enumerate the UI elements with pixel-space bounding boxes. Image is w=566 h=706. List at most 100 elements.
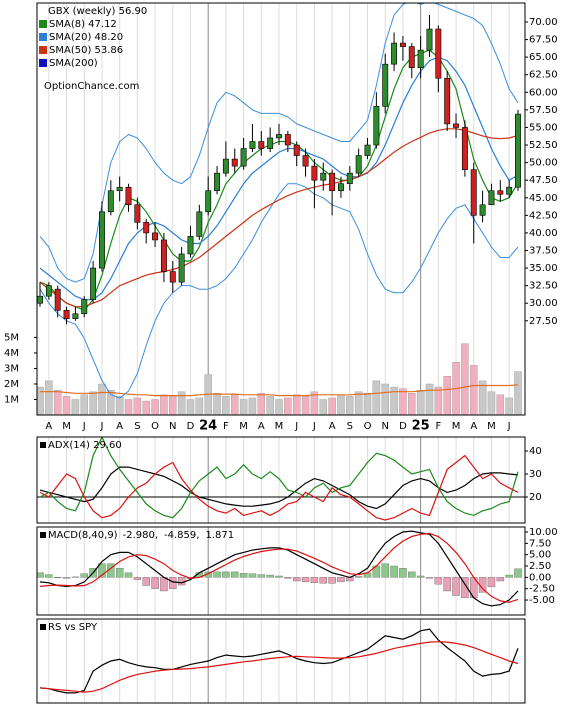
candle-body: [90, 267, 97, 300]
histogram-bar: [115, 568, 124, 578]
histogram-bar: [80, 573, 89, 578]
candle-body: [134, 204, 141, 223]
x-tick-label: M: [452, 421, 461, 432]
histogram-bar: [222, 571, 230, 578]
histogram-bar: [45, 574, 53, 578]
candle-body: [249, 141, 256, 149]
y-tick-label: 30: [529, 469, 542, 480]
volume-tick-label: 4M: [4, 348, 19, 359]
volume-bar: [133, 397, 142, 415]
candle-body: [479, 204, 486, 216]
candle-body: [399, 42, 406, 47]
histogram-bar: [328, 577, 336, 584]
histogram-bar: [301, 577, 310, 583]
x-tick-label: A: [116, 421, 123, 432]
candle-body: [408, 46, 415, 68]
y-tick-label: 0.00: [529, 572, 551, 583]
volume-bar: [186, 399, 195, 415]
indicator-line: [39, 532, 519, 603]
volume-bar: [160, 394, 168, 415]
volume-bar: [381, 383, 389, 415]
histogram-bar: [284, 577, 292, 579]
candle-body: [54, 288, 61, 311]
volume-bar: [443, 376, 451, 415]
y-tick-label: 70.00: [529, 17, 558, 28]
histogram-bar: [151, 577, 159, 589]
legend-label: -2.980,: [123, 530, 158, 541]
histogram-bar: [169, 577, 177, 589]
legend-label: SMA(200): [49, 58, 98, 69]
legend-swatch: [39, 59, 47, 67]
candle-body: [382, 63, 389, 107]
macd-panel: [37, 527, 522, 615]
histogram-bar: [266, 574, 274, 578]
panel-title: RS vs SPY: [48, 622, 98, 633]
candle-body: [160, 239, 167, 272]
candle-body: [293, 144, 300, 156]
candle-body: [107, 190, 114, 213]
volume-bar: [319, 399, 327, 415]
histogram-bar: [416, 575, 425, 578]
candle-body: [222, 158, 229, 174]
candle-body: [169, 271, 176, 283]
volume-bar: [151, 399, 159, 415]
adx-panel: [37, 437, 525, 523]
x-tick-label: A: [470, 421, 477, 432]
volume-bar: [416, 389, 425, 415]
candle-body: [355, 155, 362, 174]
histogram-bar: [399, 568, 407, 578]
y-tick-label: 40.00: [529, 228, 558, 239]
legend-swatch: [39, 20, 47, 28]
x-tick-label: J: [99, 421, 103, 432]
candle-body: [276, 134, 282, 139]
macd-frame: [36, 526, 526, 616]
volume-bar: [496, 394, 505, 415]
x-tick-label: O: [151, 421, 159, 432]
volume-tick-label: 5M: [4, 332, 19, 343]
volume-bar: [346, 396, 354, 415]
candle-body: [329, 172, 336, 192]
source-label: OptionChance.com: [44, 81, 139, 92]
y-tick-label: -5.00: [529, 595, 555, 606]
x-tick-label: S: [347, 421, 353, 432]
x-tick-label: A: [258, 421, 265, 432]
upper-band: [39, 3, 519, 283]
chart-title: GBX (weekly) 56.90: [48, 6, 147, 17]
volume-bar: [514, 371, 522, 415]
histogram-bar: [160, 577, 168, 592]
candle-body: [81, 299, 88, 315]
volume-ma-line: [40, 384, 519, 397]
x-tick-label: 25: [412, 419, 430, 434]
candle-body: [417, 49, 424, 68]
volume-bar: [239, 399, 248, 415]
price-panel: [37, 3, 522, 415]
candle-body: [444, 77, 451, 125]
volume-bar: [213, 393, 221, 415]
volume-bar: [71, 399, 80, 415]
x-tick-label: J: [294, 421, 298, 432]
histogram-bar: [354, 576, 363, 578]
candle-body: [461, 127, 468, 170]
y-tick-label: 60.00: [529, 87, 558, 98]
y-tick-label: 27.50: [529, 316, 558, 327]
volume-bar: [487, 391, 496, 415]
y-tick-label: 57.50: [529, 105, 558, 116]
indicator-line: [39, 454, 519, 521]
histogram-bar: [275, 575, 283, 578]
y-tick-label: 7.50: [529, 538, 551, 549]
histogram-bar: [443, 577, 451, 592]
candle-body: [338, 183, 344, 192]
indicator-line: [39, 628, 519, 694]
volume-bar: [292, 394, 301, 415]
rs-frame: [36, 618, 526, 704]
volume-bar: [354, 391, 363, 415]
candle-body: [258, 141, 265, 149]
legend-swatch: [39, 33, 47, 41]
candle-body: [267, 137, 274, 149]
price-frame: [36, 2, 526, 416]
panel-title: ADX(14) 29.60: [48, 440, 122, 451]
candle-body: [205, 190, 212, 213]
histogram-bar: [452, 577, 460, 596]
volume-bar: [89, 391, 97, 415]
